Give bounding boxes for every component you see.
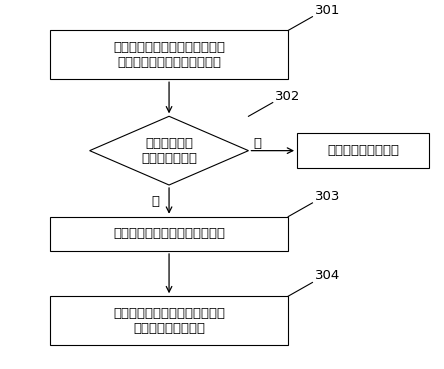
FancyBboxPatch shape [50,296,288,345]
Text: 304: 304 [315,269,340,282]
Text: 303: 303 [315,190,340,203]
FancyBboxPatch shape [50,30,288,79]
Text: 301: 301 [315,4,340,17]
Text: 第一车辆所在
周围环境为夜间: 第一车辆所在 周围环境为夜间 [141,137,197,165]
Text: 302: 302 [275,90,300,103]
Text: 否: 否 [253,137,262,150]
Text: 控制该第一车辆开启近灯光模式: 控制该第一车辆开启近灯光模式 [113,227,225,240]
FancyBboxPatch shape [50,217,288,251]
Text: 是: 是 [152,195,160,208]
Polygon shape [90,116,249,185]
Text: 根据上述交通道路信息，控制第
一车辆切换灯光模式: 根据上述交通道路信息，控制第 一车辆切换灯光模式 [113,307,225,335]
FancyBboxPatch shape [297,134,429,168]
Text: 获取第一车辆所在周围环境的交
通道路信息和环境光亮度信息: 获取第一车辆所在周围环境的交 通道路信息和环境光亮度信息 [113,41,225,69]
Text: 保持当前的运行状态: 保持当前的运行状态 [327,144,399,157]
